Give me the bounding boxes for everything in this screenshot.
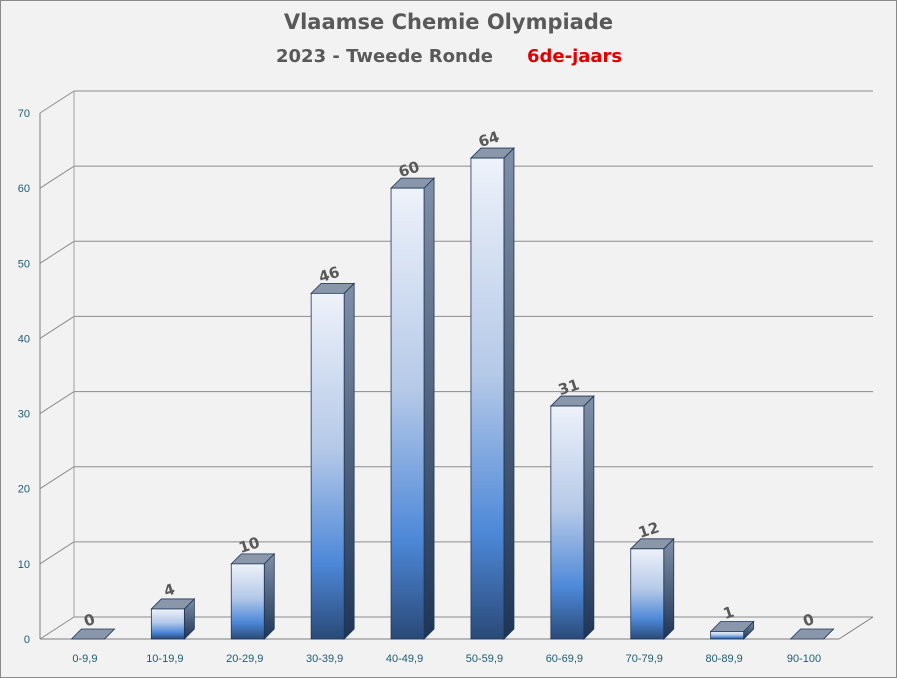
bar xyxy=(310,292,345,640)
bar xyxy=(230,563,265,640)
bar xyxy=(470,157,505,640)
x-tick-label: 40-49,9 xyxy=(386,653,423,665)
gridline-diagonal xyxy=(39,165,75,189)
data-label: 10 xyxy=(236,533,261,557)
bar-side xyxy=(343,282,355,640)
x-tick-label: 80-89,9 xyxy=(705,653,742,665)
bar xyxy=(390,187,425,640)
x-tick-label: 90-100 xyxy=(787,653,821,665)
bar-side xyxy=(663,537,675,640)
gridline-diagonal xyxy=(39,541,75,565)
x-tick-label: 20-29,9 xyxy=(226,653,263,665)
data-label: 4 xyxy=(162,580,177,600)
y-tick-label: 30 xyxy=(18,409,30,421)
x-tick-label: 50-59,9 xyxy=(466,653,503,665)
gridline-diagonal xyxy=(39,90,75,114)
x-tick-label: 70-79,9 xyxy=(626,653,663,665)
y-tick-label: 60 xyxy=(18,183,30,195)
data-label: 1 xyxy=(721,603,736,623)
y-tick-label: 70 xyxy=(18,108,30,120)
bar xyxy=(630,548,665,640)
gridline-diagonal xyxy=(39,391,75,414)
data-label: 31 xyxy=(556,376,581,400)
y-tick-label: 20 xyxy=(18,484,30,496)
chart-subtitle-highlight: 6de-jaars xyxy=(527,46,623,67)
data-label: 0 xyxy=(82,610,97,630)
data-label: 64 xyxy=(476,128,501,152)
bar xyxy=(150,608,185,640)
gridline-diagonal xyxy=(39,616,75,640)
chart-subtitle: 2023 - Tweede Ronde xyxy=(276,46,493,67)
chart-title: Vlaamse Chemie Olympiade xyxy=(283,10,614,34)
x-tick-label: 30-39,9 xyxy=(306,653,343,665)
x-tick-label: 0-9,9 xyxy=(72,653,97,665)
bar-side xyxy=(263,552,275,640)
bars xyxy=(70,147,835,640)
y-tick-label: 40 xyxy=(18,333,30,345)
data-label: 60 xyxy=(396,158,421,182)
bar-side xyxy=(503,147,515,640)
gridline-diagonal xyxy=(39,316,75,339)
data-label: 12 xyxy=(636,518,661,542)
floor-edge xyxy=(838,616,874,640)
bar xyxy=(710,631,745,640)
x-tick-label: 60-69,9 xyxy=(546,653,583,665)
y-tick-label: 50 xyxy=(18,258,30,270)
y-tick-label: 10 xyxy=(18,559,30,571)
bar xyxy=(550,405,585,640)
data-label: 0 xyxy=(801,610,816,630)
x-tick-label: 10-19,9 xyxy=(146,653,183,665)
bar-side xyxy=(423,177,435,640)
bar-top xyxy=(70,628,116,640)
bar-top xyxy=(789,628,835,640)
gridline-diagonal xyxy=(39,240,75,264)
y-tick-label: 0 xyxy=(24,634,30,646)
gridline-diagonal xyxy=(39,466,75,490)
gridlines xyxy=(39,90,873,640)
data-label: 46 xyxy=(316,263,341,287)
bar-side xyxy=(583,395,595,640)
